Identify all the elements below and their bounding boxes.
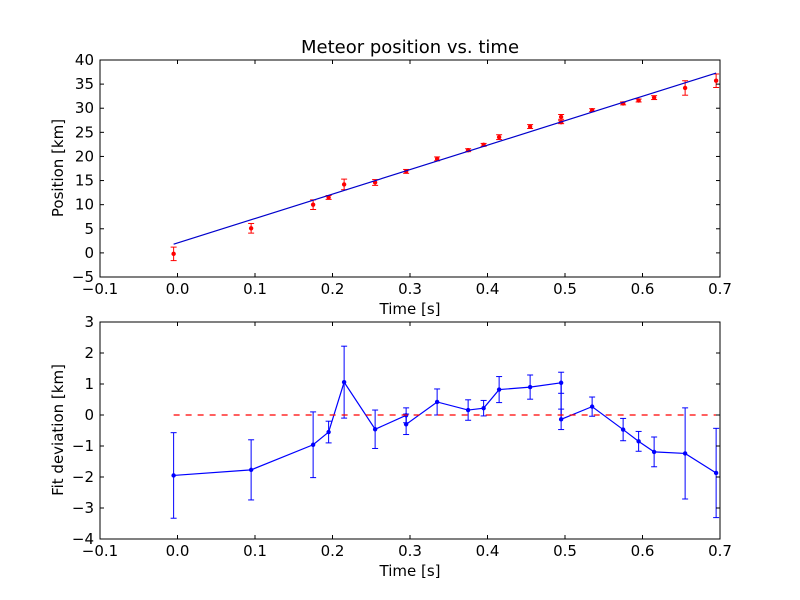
position-x-tick-label: 0.6 xyxy=(631,280,655,298)
position-y-tick-label: 20 xyxy=(75,147,94,165)
deviation-data-point xyxy=(465,407,471,413)
deviation-y-axis: −4 −3 −2 −1 0 1 2 3 xyxy=(72,313,720,548)
deviation-data-point xyxy=(651,449,657,455)
deviation-data-point xyxy=(326,429,331,435)
position-y-tick-label: 35 xyxy=(75,75,94,93)
chart-title: Meteor position vs. time xyxy=(301,37,519,58)
deviation-x-axis: −0.1 0.0 0.1 0.2 0.3 0.4 0.5 0.6 0.7 xyxy=(82,322,732,560)
deviation-x-tick-label: 0.6 xyxy=(631,542,655,560)
position-data-point xyxy=(310,202,316,207)
deviation-data-point xyxy=(713,470,719,476)
deviation-plot-frame xyxy=(99,321,721,540)
deviation-data-point xyxy=(310,442,316,447)
deviation-chart: −0.1 0.0 0.1 0.2 0.3 0.4 0.5 0.6 0.7 −4 −3 −2 −1 0 1 2… xyxy=(49,313,732,580)
deviation-x-tick-label: 0.3 xyxy=(398,542,422,560)
position-x-axis: −0.1 0.0 0.1 0.2 0.3 0.4 0.5 0.6 0.7 xyxy=(82,60,732,298)
position-y-axis: −5 0 5 10 15 20 25 30 35 40 xyxy=(72,51,720,286)
position-x-tick-label: 0.5 xyxy=(553,280,577,298)
position-x-tick-label: −0.1 xyxy=(82,280,118,298)
position-data-point xyxy=(636,98,641,103)
deviation-data-point xyxy=(171,473,176,478)
position-data-point xyxy=(434,156,440,162)
position-y-tick-label: 15 xyxy=(75,172,94,190)
position-data-point xyxy=(326,195,331,200)
position-data-point xyxy=(527,124,533,129)
deviation-x-tick-label: −0.1 xyxy=(82,542,118,560)
deviation-data-point xyxy=(372,427,378,432)
position-y-tick-label: 40 xyxy=(75,51,94,69)
deviation-x-tick-label: 0.7 xyxy=(708,542,732,560)
position-plot-frame xyxy=(99,59,721,278)
deviation-x-tick-label: 0.1 xyxy=(243,542,267,560)
position-y-tick-label: 25 xyxy=(75,123,94,141)
deviation-y-tick-label: −3 xyxy=(72,499,94,517)
deviation-data-point xyxy=(496,387,502,392)
deviation-x-tick-label: 0.5 xyxy=(553,542,577,560)
position-plot-area xyxy=(170,72,720,262)
deviation-data-point xyxy=(527,384,533,390)
position-data-point xyxy=(651,95,657,100)
position-data-point xyxy=(248,226,254,231)
position-y-tick-label: 5 xyxy=(84,220,94,238)
position-data-point xyxy=(558,114,564,120)
deviation-data-point xyxy=(341,379,347,385)
deviation-data-point xyxy=(403,422,409,427)
position-data-point xyxy=(682,85,688,91)
deviation-x-tick-label: 0.0 xyxy=(166,542,190,560)
deviation-data-point xyxy=(589,404,595,409)
position-chart: Meteor position vs. time −0.1 0.0 0.1 0.2 0.… xyxy=(49,37,732,318)
position-data-point xyxy=(171,251,176,257)
position-x-tick-label: 0.7 xyxy=(708,280,732,298)
deviation-y-tick-label: −4 xyxy=(72,530,94,548)
deviation-data-point xyxy=(620,427,626,432)
deviation-data-point xyxy=(558,380,564,385)
deviation-data-point xyxy=(481,405,486,411)
position-y-axis-label: Position [km] xyxy=(49,119,67,217)
deviation-data-point xyxy=(682,451,688,456)
position-x-tick-label: 0.4 xyxy=(476,280,500,298)
position-fit-line xyxy=(173,72,717,245)
deviation-data-point xyxy=(636,439,641,444)
deviation-x-tick-label: 0.2 xyxy=(321,542,345,560)
position-x-tick-label: 0.3 xyxy=(398,280,422,298)
position-x-tick-label: 0.1 xyxy=(243,280,267,298)
deviation-y-tick-label: −1 xyxy=(72,437,94,455)
position-x-axis-label: Time [s] xyxy=(379,300,441,318)
position-x-tick-label: 0.2 xyxy=(321,280,345,298)
deviation-data-point xyxy=(558,417,564,422)
position-y-tick-label: 0 xyxy=(84,244,94,262)
deviation-y-axis-label: Fit deviation [km] xyxy=(49,364,67,496)
deviation-x-axis-label: Time [s] xyxy=(379,562,441,580)
position-y-tick-label: 30 xyxy=(75,99,94,117)
position-data-point xyxy=(713,78,719,83)
deviation-data-point xyxy=(248,467,254,473)
position-y-tick-label: 10 xyxy=(75,196,94,214)
deviation-data-point xyxy=(434,399,440,405)
deviation-y-tick-label: −2 xyxy=(72,468,94,486)
deviation-y-tick-label: 1 xyxy=(84,375,94,393)
position-x-tick-label: 0.0 xyxy=(166,280,190,298)
deviation-y-tick-label: 2 xyxy=(84,344,94,362)
position-y-tick-label: −5 xyxy=(72,268,94,286)
deviation-x-tick-label: 0.4 xyxy=(476,542,500,560)
deviation-y-tick-label: 0 xyxy=(84,406,94,424)
deviation-plot-area xyxy=(170,345,720,519)
position-data-point xyxy=(341,182,347,187)
deviation-y-tick-label: 3 xyxy=(84,313,94,331)
position-data-point xyxy=(496,134,502,140)
